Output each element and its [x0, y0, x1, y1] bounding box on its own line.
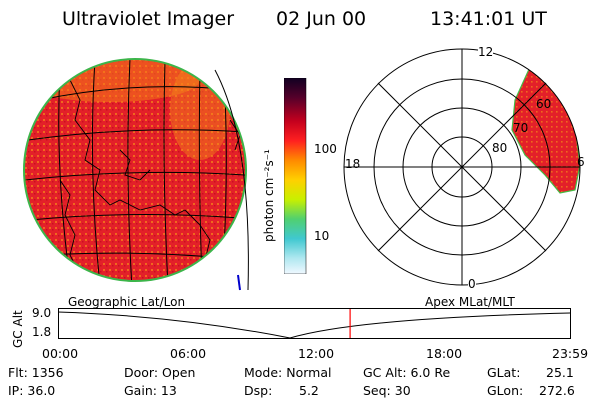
dsp-value: 5.2 — [299, 383, 319, 398]
flt-label: Flt: 1356 — [8, 365, 64, 380]
glat-label: GLat: — [487, 365, 521, 380]
seq-label: Seq: 30 — [363, 383, 411, 398]
time-tick-2359: 23:59 — [552, 346, 589, 361]
mlat-label-80: 80 — [492, 141, 508, 155]
mlat-label-60: 60 — [536, 97, 552, 111]
time-tick-1200: 12:00 — [298, 346, 335, 361]
mlat-label-70: 70 — [513, 121, 529, 135]
altitude-ylabel: GC Alt — [11, 310, 25, 348]
glon-value: 272.6 — [539, 383, 575, 398]
time-tick-0600: 06:00 — [170, 346, 207, 361]
time-tick-0000: 00:00 — [42, 346, 79, 361]
altitude-ytick-top: 9.0 — [32, 306, 52, 320]
dsp-label: Dsp: — [244, 383, 273, 398]
colorbar-label: photon cm⁻²s⁻¹ — [262, 149, 276, 242]
colorbar-tick-100: 100 — [314, 142, 337, 156]
polar-grid — [343, 48, 581, 286]
gcalt-label: GC Alt: 6.0 Re — [363, 365, 451, 380]
instrument-title: Ultraviolet Imager — [62, 8, 235, 30]
mode-label: Mode: Normal — [244, 365, 332, 380]
polar-plot — [343, 48, 581, 286]
ip-label: IP: 36.0 — [8, 383, 56, 398]
altitude-plot — [58, 308, 571, 339]
mlt-label-12: 12 — [478, 45, 494, 59]
date-label: 02 Jun 00 — [276, 8, 367, 30]
gain-label: Gain: 13 — [124, 383, 177, 398]
glat-value: 25.1 — [546, 365, 574, 380]
geographic-label: Geographic Lat/Lon — [68, 295, 186, 309]
altitude-curve — [58, 311, 571, 339]
mlt-label-6: 6 — [577, 155, 585, 169]
latlon-grid — [25, 60, 245, 280]
colorbar-tick-10: 10 — [314, 229, 330, 243]
time-tick-1800: 18:00 — [426, 346, 463, 361]
earth-disk — [23, 58, 247, 282]
apex-label: Apex MLat/MLT — [425, 295, 515, 309]
mlt-label-0: 0 — [468, 277, 476, 291]
mlt-label-18: 18 — [345, 157, 361, 171]
door-label: Door: Open — [124, 365, 196, 380]
time-label: 13:41:01 UT — [430, 8, 547, 30]
colorbar — [284, 78, 307, 274]
altitude-ytick-bottom: 1.8 — [32, 325, 52, 339]
geographic-image — [23, 58, 249, 291]
glon-label: GLon: — [487, 383, 524, 398]
